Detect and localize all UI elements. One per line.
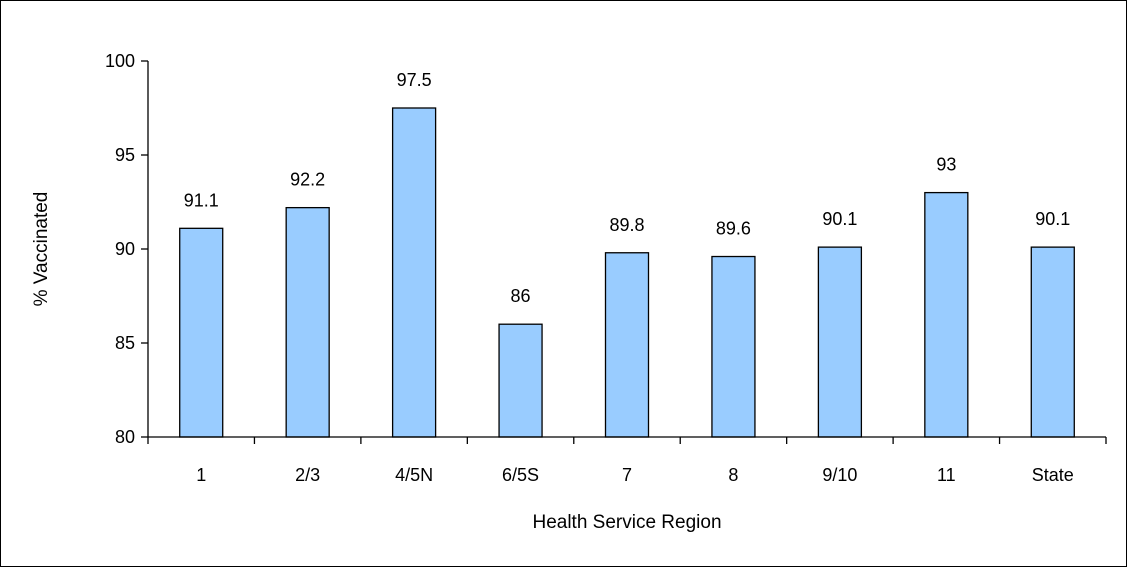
y-tick-label: 95 (115, 145, 135, 165)
x-tick-label: 6/5S (502, 465, 539, 485)
x-tick-label: 2/3 (295, 465, 320, 485)
data-label: 92.2 (290, 170, 325, 190)
x-tick-label: 11 (937, 465, 956, 485)
y-tick-label: 90 (115, 239, 135, 259)
bar (817, 246, 863, 438)
bar (285, 206, 330, 438)
y-tick-label: 100 (105, 51, 135, 71)
bar (498, 323, 543, 438)
bar (924, 191, 969, 438)
data-labels-layer: 91.1 92.2 97.5 86 89.8 89.6 90.1 93 90.1 (184, 70, 1071, 306)
x-tick-label: 8 (728, 465, 738, 485)
bar (1030, 246, 1075, 438)
data-label: 89.6 (716, 219, 751, 239)
data-label: 90.1 (822, 209, 857, 229)
data-label: 93 (936, 155, 956, 175)
y-tick-label: 85 (115, 333, 135, 353)
x-tick-label: 1 (196, 465, 206, 485)
data-label: 89.8 (609, 215, 644, 235)
y-axis-title: % Vaccinated (31, 192, 52, 307)
data-label: 91.1 (184, 190, 219, 210)
x-tick-label: 9/10 (822, 465, 857, 485)
x-tick-label: 7 (622, 465, 632, 485)
bar (711, 255, 756, 438)
x-tick-label: State (1032, 465, 1074, 485)
data-label: 97.5 (397, 70, 432, 90)
data-label: 90.1 (1035, 209, 1070, 229)
x-axis-title: Health Service Region (532, 512, 721, 533)
x-ticks-layer: 1 2/3 4/5N 6/5S 7 8 9/10 11 State (147, 437, 1107, 485)
x-tick-label: 4/5N (395, 465, 433, 485)
y-tick-label: 80 (115, 427, 135, 447)
bars-layer (179, 107, 1075, 438)
y-ticks-layer: 80 85 90 95 100 (105, 51, 148, 447)
bar (179, 227, 224, 438)
bar (391, 107, 437, 438)
bar (604, 252, 650, 438)
data-label: 86 (511, 286, 531, 306)
